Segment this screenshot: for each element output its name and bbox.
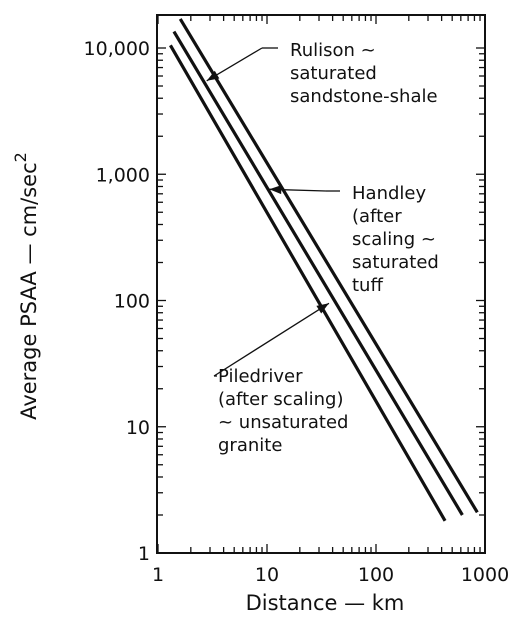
- y-tick-label: 1: [138, 543, 150, 565]
- y-axis-label-main: Average PSAA — cm/sec: [17, 162, 41, 419]
- x-tick-label: 1000: [461, 564, 509, 586]
- y-axis-label: Average PSAA — cm/sec2: [11, 152, 41, 420]
- svg-text:Average PSAA — cm/sec2: Average PSAA — cm/sec2: [11, 152, 41, 420]
- x-tick-label: 100: [358, 564, 394, 586]
- y-tick-label: 10,000: [84, 38, 150, 60]
- annotation-text: Piledriver (after scaling) ~ unsaturated gr…: [218, 366, 348, 456]
- y-tick-label: 10: [126, 417, 150, 439]
- x-axis-label: Distance — km: [246, 591, 405, 615]
- annotation-text: Handley (after scaling ~ saturated tuff: [352, 183, 439, 296]
- annotation-rulison: Rulison ~ saturated sandstone-shale: [207, 40, 438, 107]
- y-axis-label-superscript: 2: [11, 152, 30, 162]
- x-tick-label: 10: [255, 564, 279, 586]
- annotation-handley: Handley (after scaling ~ saturated tuff: [269, 183, 439, 296]
- annotation-text: Rulison ~ saturated sandstone-shale: [290, 40, 438, 107]
- y-tick-label: 100: [114, 291, 150, 313]
- annotation-piledriver: Piledriver (after scaling) ~ unsaturated gr…: [214, 303, 348, 456]
- series-line-piledriver: [170, 45, 445, 520]
- axis-tick-labels: 1 10 100 1000 1 10 100 1,000 10,000: [84, 38, 510, 586]
- y-tick-label: 1,000: [96, 164, 150, 186]
- x-tick-label: 1: [152, 564, 164, 586]
